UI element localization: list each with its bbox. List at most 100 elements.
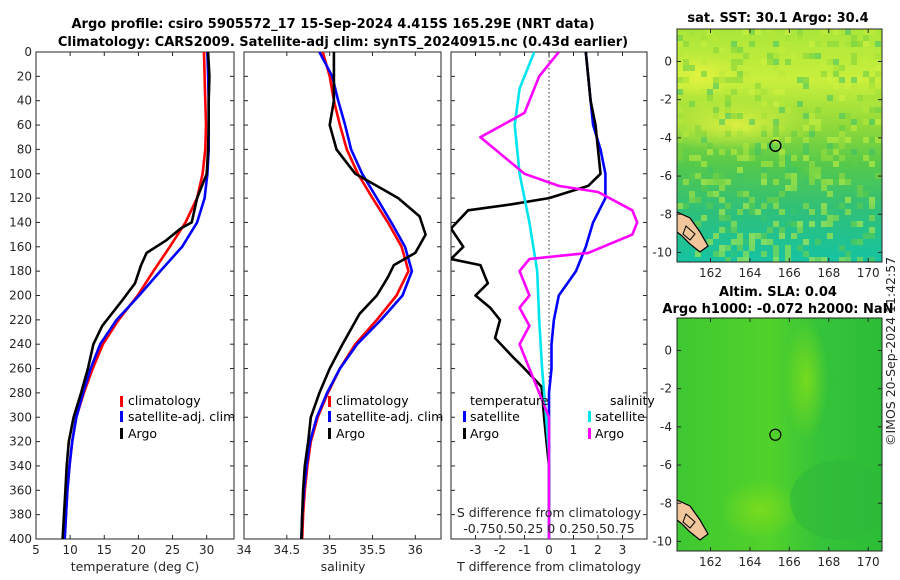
sst-cell	[821, 179, 827, 185]
sst-cell	[791, 209, 797, 215]
series-line-satellite-adj-clim	[300, 52, 414, 539]
sst-cell	[719, 197, 725, 203]
sst-cell	[833, 29, 839, 35]
sst-cell	[797, 221, 803, 227]
sst-cell	[785, 35, 791, 41]
sst-cell	[833, 71, 839, 77]
sst-cell	[773, 251, 779, 257]
sst-cell	[869, 203, 875, 209]
sst-cell	[827, 179, 833, 185]
sst-yticks: 0 -2 -4 -6 -8 -10	[652, 54, 882, 259]
sst-cell	[761, 125, 767, 131]
sst-map-title: sat. SST: 30.1 Argo: 30.4	[687, 11, 868, 26]
difference-legend: temperature satellite Argo salinity sate…	[463, 393, 655, 441]
sst-cell	[809, 131, 815, 137]
sst-cell	[731, 89, 737, 95]
sst-cell	[863, 119, 869, 125]
sst-cell	[863, 59, 869, 65]
sst-cell	[827, 143, 833, 149]
depth-tick-label: 100	[9, 167, 32, 181]
map-ytick-label: -10	[652, 245, 672, 259]
sst-cell	[803, 137, 809, 143]
sst-cell	[845, 197, 851, 203]
sst-cell	[713, 173, 719, 179]
sst-cell	[725, 107, 731, 113]
sst-cell	[743, 89, 749, 95]
sst-cell	[755, 29, 761, 35]
sst-cell	[689, 197, 695, 203]
sst-cell	[677, 137, 683, 143]
sst-cell	[779, 155, 785, 161]
map-ytick-label: -6	[660, 458, 672, 472]
salinity-ticks: 34 34.5 35 35.5 36	[236, 52, 423, 557]
x-tick-label: 36	[408, 543, 423, 557]
sst-cell	[695, 251, 701, 257]
map-ytick-label: 0	[664, 343, 672, 357]
legend-swatch-satellite	[328, 411, 331, 422]
sst-cell	[701, 131, 707, 137]
sst-cell	[683, 131, 689, 137]
x-tick-label: 5	[32, 543, 40, 557]
map-xtick-label: 164	[738, 266, 761, 280]
sst-cell	[827, 215, 833, 221]
sst-cell	[755, 233, 761, 239]
sst-cell	[707, 89, 713, 95]
sst-cell	[809, 41, 815, 47]
sst-cell	[791, 179, 797, 185]
sst-cell	[863, 29, 869, 35]
series-line-argo	[300, 52, 427, 539]
sst-cell	[857, 95, 863, 101]
sst-cell	[683, 41, 689, 47]
sst-cell	[749, 239, 755, 245]
sst-cell	[701, 137, 707, 143]
sst-cell	[863, 137, 869, 143]
sst-cell	[809, 161, 815, 167]
sst-cell	[875, 71, 881, 77]
sst-cell	[839, 137, 845, 143]
sst-cell	[731, 65, 737, 71]
sst-cell	[761, 131, 767, 137]
sst-cell	[815, 173, 821, 179]
depth-tick-label: 380	[9, 508, 32, 522]
sst-cell	[689, 71, 695, 77]
sst-cell	[833, 215, 839, 221]
sst-cell	[713, 233, 719, 239]
legend-s-argo: Argo	[595, 426, 624, 441]
sst-cell	[725, 95, 731, 101]
sst-cell	[809, 179, 815, 185]
temperature-xlabel: temperature (deg C)	[71, 559, 200, 574]
salinity-yticks	[244, 51, 441, 540]
figure-title-line1: Argo profile: csiro 5905572_17 15-Sep-20…	[71, 17, 594, 32]
sst-cell	[779, 191, 785, 197]
sst-cell	[683, 149, 689, 155]
sst-cell	[827, 191, 833, 197]
sst-cell	[713, 77, 719, 83]
sst-cell	[779, 209, 785, 215]
sst-cell	[857, 41, 863, 47]
sst-cell	[677, 41, 683, 47]
sst-cell	[803, 143, 809, 149]
sst-cell	[785, 167, 791, 173]
sst-cell	[737, 131, 743, 137]
sst-cell	[821, 185, 827, 191]
sst-cell	[863, 71, 869, 77]
sst-cell	[869, 137, 875, 143]
sst-map-axes	[676, 28, 883, 263]
x-tick-label: 34.5	[273, 543, 300, 557]
legend-swatch-climatology	[328, 396, 331, 407]
sst-cell	[731, 59, 737, 65]
sla-xticks: 162 164 166 168 170	[699, 318, 880, 569]
depth-tick-label: 40	[17, 94, 32, 108]
sst-cell	[695, 197, 701, 203]
sst-cell	[803, 53, 809, 59]
sst-cell	[743, 71, 749, 77]
sst-cell	[737, 83, 743, 89]
sst-cell	[875, 53, 881, 59]
map-ytick-label: 0	[664, 54, 672, 68]
sst-cell	[713, 137, 719, 143]
sst-cell	[701, 59, 707, 65]
sst-warm-patch	[677, 53, 740, 97]
depth-tick-label: 400	[9, 532, 32, 546]
sst-cell	[851, 77, 857, 83]
